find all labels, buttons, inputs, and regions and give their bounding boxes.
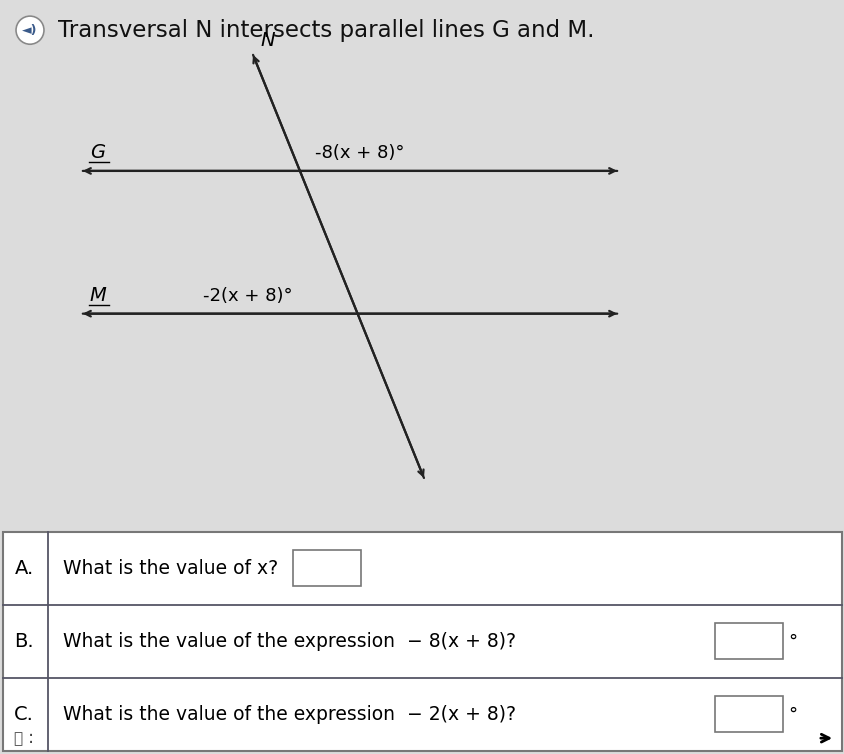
- Text: A.: A.: [14, 559, 34, 578]
- Bar: [293, 550, 360, 587]
- Text: What is the value of x?: What is the value of x?: [63, 559, 278, 578]
- Text: What is the value of the expression  − 8(x + 8)?: What is the value of the expression − 8(…: [63, 632, 516, 651]
- Text: B.: B.: [14, 632, 34, 651]
- Text: What is the value of the expression  − 2(x + 8)?: What is the value of the expression − 2(…: [63, 705, 516, 724]
- Circle shape: [16, 16, 44, 44]
- Text: -2(x + 8)°: -2(x + 8)°: [203, 287, 292, 305]
- Text: -8(x + 8)°: -8(x + 8)°: [315, 144, 404, 162]
- Text: 🖥: 🖥: [14, 731, 23, 746]
- Text: :: :: [28, 729, 34, 747]
- Bar: [714, 697, 782, 732]
- Text: N: N: [260, 31, 274, 51]
- Text: °: °: [787, 706, 796, 724]
- Text: C.: C.: [14, 705, 34, 724]
- Text: °: °: [787, 633, 796, 651]
- Text: M: M: [89, 286, 106, 305]
- Bar: [714, 624, 782, 660]
- Text: ◄): ◄): [22, 23, 38, 37]
- Text: G: G: [90, 143, 106, 162]
- Text: Transversal N intersects parallel lines G and M.: Transversal N intersects parallel lines …: [58, 19, 594, 41]
